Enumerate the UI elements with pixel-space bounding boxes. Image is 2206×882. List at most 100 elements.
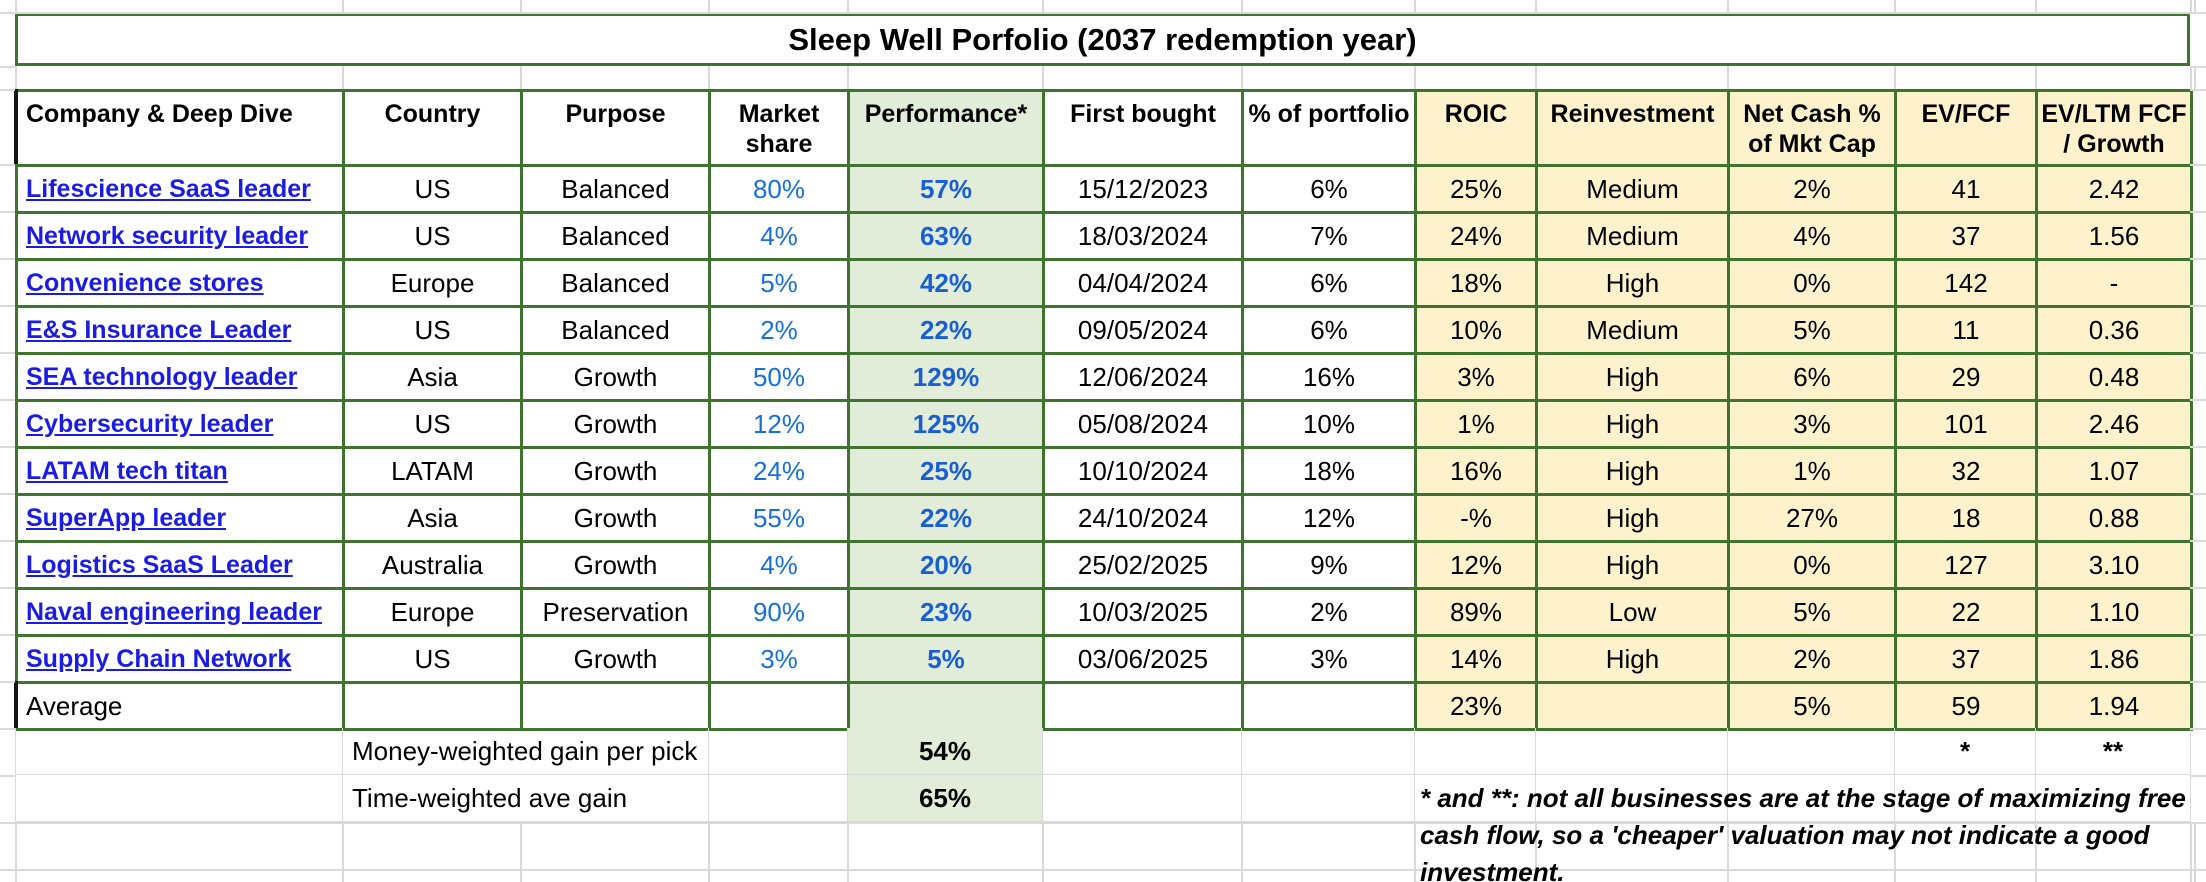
- reinvestment-cell: Medium: [1538, 308, 1730, 355]
- gridline: [1894, 66, 1896, 89]
- gridline: [2035, 822, 2037, 882]
- ev_fcf-cell: 37: [1897, 637, 2038, 684]
- gridline: [342, 0, 344, 13]
- pct_portfolio-cell: 6%: [1244, 167, 1417, 214]
- average-ev_fcf: 59: [1897, 684, 2038, 731]
- purpose-cell: Growth: [523, 355, 711, 402]
- country-cell: US: [345, 308, 523, 355]
- company-link[interactable]: SEA technology leader: [26, 362, 298, 391]
- ev_fcf-cell: 142: [1897, 261, 2038, 308]
- col-header-ev_ltm: EV/LTM FCF / Growth: [2038, 92, 2193, 167]
- gridline: [1042, 0, 1044, 13]
- ev_ltm-cell: 0.48: [2038, 355, 2193, 402]
- gridline: [0, 446, 15, 448]
- performance-cell: 42%: [850, 261, 1045, 308]
- summary-value-0: 54%: [848, 728, 1043, 775]
- gridline: [2194, 0, 2196, 13]
- company-link[interactable]: Supply Chain Network: [26, 644, 292, 673]
- country-cell: US: [345, 167, 523, 214]
- company-link[interactable]: Convenience stores: [26, 268, 264, 297]
- pct_portfolio-cell: 9%: [1244, 543, 1417, 590]
- gridline: [0, 164, 15, 166]
- company-link[interactable]: Naval engineering leader: [26, 597, 322, 626]
- gridline: [1727, 0, 1729, 13]
- company-cell: SuperApp leader: [18, 496, 345, 543]
- country-cell: Asia: [345, 496, 523, 543]
- gridline: [2190, 258, 2206, 260]
- performance-cell: 22%: [850, 496, 1045, 543]
- gridline: [2190, 66, 2192, 89]
- summary-empty: [1242, 728, 1415, 775]
- gridline: [0, 822, 2206, 824]
- gridline: [0, 681, 15, 683]
- pct_portfolio-cell: 16%: [1244, 355, 1417, 402]
- pct_portfolio-cell: 2%: [1244, 590, 1417, 637]
- roic-cell: 10%: [1417, 308, 1538, 355]
- company-link[interactable]: SuperApp leader: [26, 503, 227, 532]
- gridline: [0, 12, 2206, 14]
- ev_fcf-cell: 41: [1897, 167, 2038, 214]
- net_cash-cell: 6%: [1730, 355, 1897, 402]
- net_cash-cell: 2%: [1730, 167, 1897, 214]
- average-market_share: [711, 684, 850, 731]
- purpose-cell: Growth: [523, 496, 711, 543]
- col-header-roic: ROIC: [1417, 92, 1538, 167]
- first_bought-cell: 24/10/2024: [1045, 496, 1244, 543]
- purpose-cell: Balanced: [523, 308, 711, 355]
- reinvestment-cell: High: [1538, 496, 1730, 543]
- country-cell: Europe: [345, 590, 523, 637]
- pct_portfolio-cell: 6%: [1244, 261, 1417, 308]
- country-cell: LATAM: [345, 449, 523, 496]
- company-cell: LATAM tech titan: [18, 449, 345, 496]
- gridline: [1894, 0, 1896, 13]
- average-performance: [850, 684, 1045, 731]
- company-cell: SEA technology leader: [18, 355, 345, 402]
- company-link[interactable]: LATAM tech titan: [26, 456, 228, 485]
- gridline: [0, 352, 15, 354]
- gridline: [0, 211, 15, 213]
- reinvestment-cell: High: [1538, 402, 1730, 449]
- gridline: [2190, 211, 2206, 213]
- purpose-cell: Preservation: [523, 590, 711, 637]
- gridline: [2190, 352, 2206, 354]
- summary-empty: [1728, 728, 1895, 775]
- col-header-country: Country: [345, 92, 523, 167]
- ev_ltm-cell: 1.10: [2038, 590, 2193, 637]
- gridline: [847, 822, 849, 882]
- company-link[interactable]: Network security leader: [26, 221, 309, 250]
- performance-cell: 63%: [850, 214, 1045, 261]
- first_bought-cell: 25/02/2025: [1045, 543, 1244, 590]
- company-link[interactable]: Logistics SaaS Leader: [26, 550, 293, 579]
- gridline: [2194, 822, 2196, 882]
- company-link[interactable]: Lifescience SaaS leader: [26, 174, 311, 203]
- gridline: [708, 822, 710, 882]
- company-link[interactable]: E&S Insurance Leader: [26, 315, 292, 344]
- country-cell: Australia: [345, 543, 523, 590]
- first_bought-cell: 09/05/2024: [1045, 308, 1244, 355]
- summary-empty: [1242, 775, 1415, 822]
- gridline: [1042, 822, 1044, 882]
- col-header-net_cash: Net Cash % of Mkt Cap: [1730, 92, 1897, 167]
- gridline: [1241, 0, 1243, 13]
- summary-empty: [709, 775, 848, 822]
- pct_portfolio-cell: 10%: [1244, 402, 1417, 449]
- average-reinvestment: [1538, 684, 1730, 731]
- average-ev_ltm: 1.94: [2038, 684, 2193, 731]
- gridline: [1727, 822, 1729, 882]
- gridline: [1535, 822, 1537, 882]
- gridline: [1414, 0, 1416, 13]
- summary-section: Money-weighted gain per pick 54% * ** Time-w…: [15, 728, 2191, 822]
- gridline: [2190, 822, 2192, 882]
- first_bought-cell: 15/12/2023: [1045, 167, 1244, 214]
- evltm-note: **: [2036, 728, 2191, 775]
- reinvestment-cell: Medium: [1538, 214, 1730, 261]
- company-link[interactable]: Cybersecurity leader: [26, 409, 274, 438]
- first_bought-cell: 12/06/2024: [1045, 355, 1244, 402]
- gridline: [520, 0, 522, 13]
- roic-cell: -%: [1417, 496, 1538, 543]
- country-cell: Europe: [345, 261, 523, 308]
- gridline: [0, 399, 15, 401]
- pct_portfolio-cell: 7%: [1244, 214, 1417, 261]
- purpose-cell: Growth: [523, 449, 711, 496]
- gridline: [0, 305, 15, 307]
